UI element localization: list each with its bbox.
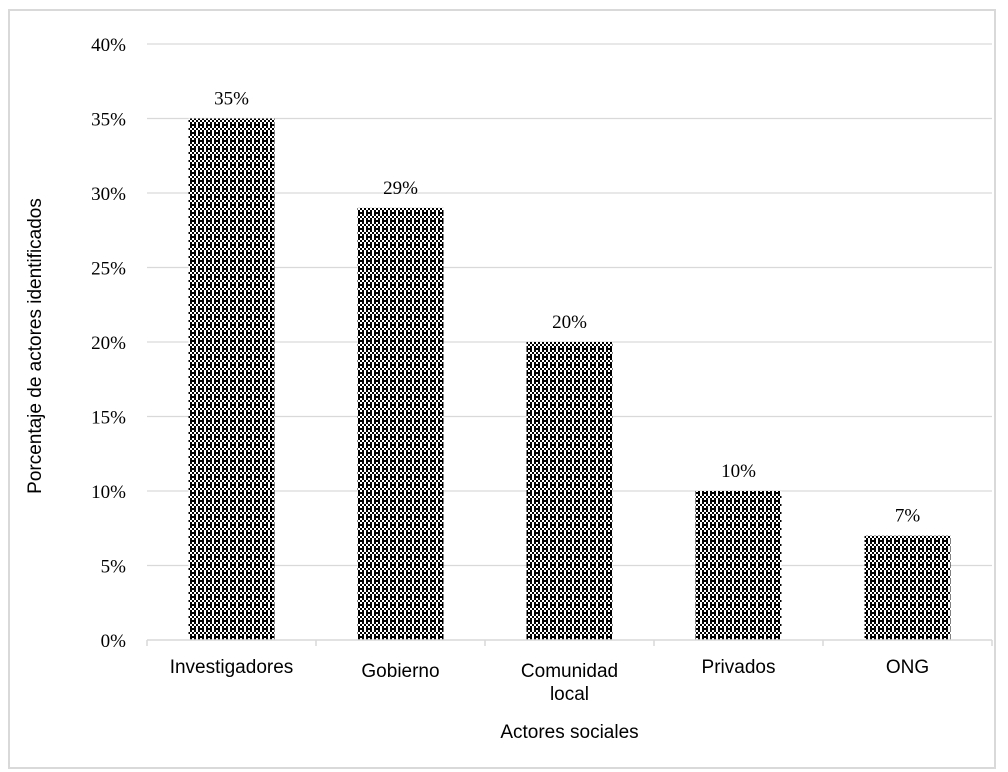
- gridlines: [147, 43, 992, 567]
- bars: [188, 118, 951, 640]
- data-label: 20%: [552, 312, 587, 333]
- x-category-label: Comunidad: [521, 661, 618, 682]
- data-label: 10%: [721, 461, 756, 482]
- axes: [146, 639, 993, 646]
- y-tick-label: 15%: [91, 408, 126, 429]
- y-tick-label: 5%: [101, 557, 127, 578]
- y-axis-title: Porcentaje de actores identificados: [25, 198, 46, 494]
- bar: [357, 207, 444, 640]
- x-category-label: Privados: [702, 657, 776, 678]
- y-tick-label: 35%: [91, 110, 126, 131]
- x-axis-title: Actores sociales: [500, 722, 638, 743]
- labels: 0% 5% 10% 15% 20% 25% 30% 35% 40% 35% Investigador…: [25, 35, 929, 743]
- y-tick-label: 25%: [91, 259, 126, 280]
- x-category-label: ONG: [886, 657, 929, 678]
- x-category-label: Investigadores: [170, 657, 294, 678]
- y-tick-label: 40%: [91, 35, 126, 56]
- y-tick-label: 0%: [101, 631, 127, 652]
- y-tick-label: 30%: [91, 184, 126, 205]
- bar: [695, 491, 782, 640]
- bar: [188, 118, 275, 640]
- data-label: 35%: [214, 89, 249, 110]
- data-label: 29%: [383, 178, 418, 199]
- y-tick-label: 10%: [91, 482, 126, 503]
- bar: [864, 535, 951, 640]
- bar: [526, 342, 613, 640]
- data-label: 7%: [895, 506, 921, 527]
- x-category-label: local: [550, 684, 589, 705]
- y-tick-label: 20%: [91, 333, 126, 354]
- x-category-label: Gobierno: [361, 661, 439, 682]
- chart-frame: [8, 9, 996, 769]
